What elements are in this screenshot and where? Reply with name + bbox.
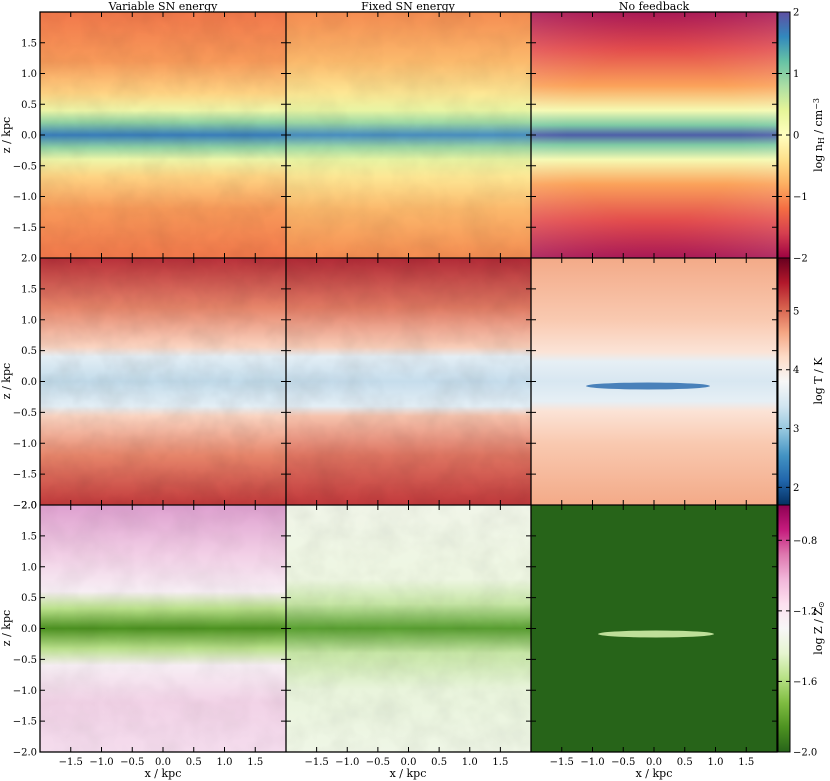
colorbar-label-density: log nH / cm−3 bbox=[812, 98, 826, 172]
column-title-variable-sn: Variable SN energy bbox=[108, 0, 218, 13]
y-tick-label: −1.0 bbox=[13, 686, 37, 697]
panel-density-no-feedback bbox=[531, 12, 777, 258]
panel-metallicity-no-feedback bbox=[531, 505, 777, 752]
colorbar-tick-label: 2 bbox=[793, 483, 799, 494]
y-axis-label-row2: z / kpc bbox=[0, 363, 13, 399]
y-tick-label: 0.5 bbox=[21, 346, 37, 357]
x-tick-label: −0.5 bbox=[366, 757, 390, 768]
y-tick-label: −0.5 bbox=[13, 408, 37, 419]
x-tick-label: 1.5 bbox=[247, 757, 263, 768]
x-tick-label: 1.0 bbox=[708, 757, 724, 768]
colorbar-tick-label: 5 bbox=[793, 306, 799, 317]
colorbar-tick-label: 2 bbox=[793, 8, 799, 19]
panel-metallicity-variable-sn bbox=[40, 505, 286, 752]
x-tick-label: 1.5 bbox=[738, 757, 754, 768]
y-tick-label: 0.5 bbox=[21, 593, 37, 604]
y-tick-label: −1.5 bbox=[13, 223, 37, 234]
y-axis-label-row3: z / kpc bbox=[0, 610, 13, 646]
x-tick-label: 0.0 bbox=[155, 757, 171, 768]
colorbar-label-temperature: log T / K bbox=[812, 357, 825, 405]
panel-density-variable-sn bbox=[40, 12, 286, 258]
x-tick-label: 1.0 bbox=[217, 757, 233, 768]
axis-ticks: −1.5 −1.0 −0.5 0.0 0.5 1.0 1.5 −1.5 −1.0 −0.5 0.0 0… bbox=[13, 12, 777, 768]
x-tick-label: 0.5 bbox=[431, 757, 447, 768]
colorbar-tick-label: −2 bbox=[793, 254, 808, 265]
x-axis-label-col1: x / kpc bbox=[145, 767, 182, 780]
panel-metallicity-fixed-sn bbox=[286, 505, 531, 752]
colorbar-tick-label: −1 bbox=[793, 192, 808, 203]
x-tick-label: −1.5 bbox=[550, 757, 574, 768]
x-tick-label: −1.0 bbox=[580, 757, 604, 768]
colorbar-ticks: −2 −1 0 1 2 2 3 4 5 −2.0 −1.6 −1.2 −0.8 bbox=[778, 8, 817, 759]
x-tick-label: −1.0 bbox=[89, 757, 113, 768]
colorbar-temperature bbox=[777, 257, 791, 506]
x-tick-label: −0.5 bbox=[611, 757, 635, 768]
y-tick-label: 1.0 bbox=[21, 315, 37, 326]
colorbar-tick-label: 3 bbox=[793, 424, 799, 435]
y-tick-label: −1.5 bbox=[13, 717, 37, 728]
y-tick-label: −1.0 bbox=[13, 192, 37, 203]
colorbar-tick-label: −2.0 bbox=[793, 748, 817, 759]
y-tick-label: 2.0 bbox=[21, 254, 37, 265]
enriched-disc bbox=[598, 630, 714, 638]
panel-temperature-fixed-sn bbox=[286, 258, 531, 505]
colorbar-tick-label: 1 bbox=[793, 69, 799, 80]
colorbar-tick-label: 4 bbox=[793, 365, 799, 376]
y-tick-label: 2.0 bbox=[21, 501, 37, 512]
x-tick-label: −0.5 bbox=[120, 757, 144, 768]
x-axis-label-col3: x / kpc bbox=[636, 767, 673, 780]
y-tick-label: −1.0 bbox=[13, 439, 37, 450]
colorbar-label-metallicity: log Z / Z⊙ bbox=[812, 601, 826, 654]
panel-temperature-variable-sn bbox=[40, 258, 286, 505]
y-tick-label: 0.5 bbox=[21, 100, 37, 111]
x-tick-label: 1.0 bbox=[462, 757, 478, 768]
x-tick-label: −1.0 bbox=[335, 757, 359, 768]
column-title-fixed-sn: Fixed SN energy bbox=[361, 0, 455, 13]
column-title-no-feedback: No feedback bbox=[619, 0, 690, 13]
colorbar-tick-label: 0 bbox=[793, 131, 799, 142]
y-tick-label: 1.5 bbox=[21, 38, 37, 49]
x-tick-label: 0.5 bbox=[677, 757, 693, 768]
y-tick-label: 1.0 bbox=[21, 562, 37, 573]
x-tick-label: 1.5 bbox=[492, 757, 508, 768]
x-tick-label: −1.5 bbox=[304, 757, 328, 768]
y-axis-label-row1: z / kpc bbox=[0, 117, 13, 153]
x-tick-label: 0.0 bbox=[646, 757, 662, 768]
y-tick-label: −1.5 bbox=[13, 470, 37, 481]
colorbar-tick-label: −1.2 bbox=[793, 606, 817, 617]
colorbar-metallicity bbox=[777, 504, 791, 753]
y-tick-label: 0.0 bbox=[21, 131, 37, 142]
y-tick-label: −0.5 bbox=[13, 655, 37, 666]
y-tick-label: −2.0 bbox=[13, 748, 37, 759]
panel-density-fixed-sn bbox=[286, 12, 531, 258]
cold-disc bbox=[586, 382, 710, 390]
x-axis-label-col2: x / kpc bbox=[390, 767, 427, 780]
y-tick-label: 0.0 bbox=[21, 624, 37, 635]
y-tick-label: 0.0 bbox=[21, 377, 37, 388]
y-tick-label: −0.5 bbox=[13, 161, 37, 172]
y-tick-label: −2.0 bbox=[13, 501, 37, 512]
colorbar-tick-label: −1.6 bbox=[793, 677, 817, 688]
y-tick-label: 1.0 bbox=[21, 69, 37, 80]
y-tick-label: 1.5 bbox=[21, 531, 37, 542]
x-tick-label: 0.5 bbox=[186, 757, 202, 768]
panel-temperature-no-feedback bbox=[531, 258, 777, 505]
x-tick-label: −1.5 bbox=[59, 757, 83, 768]
x-tick-label: 0.0 bbox=[401, 757, 417, 768]
colorbar-tick-label: −0.8 bbox=[793, 536, 817, 547]
y-tick-label: 1.5 bbox=[21, 284, 37, 295]
